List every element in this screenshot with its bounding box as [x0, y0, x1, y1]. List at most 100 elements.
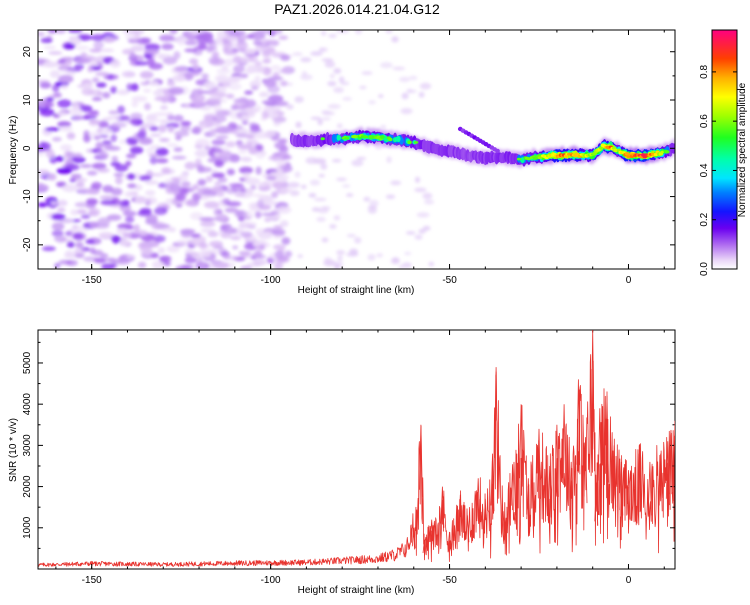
noise-blob — [139, 137, 153, 145]
noise-blob — [61, 184, 78, 193]
noise-blob — [212, 115, 227, 123]
noise-blob — [278, 35, 289, 40]
snr-data-point — [626, 470, 631, 520]
snr-data-point — [476, 478, 481, 524]
noise-blob — [85, 239, 95, 244]
snr-data-point — [458, 494, 463, 532]
noise-blob — [234, 210, 248, 218]
noise-blob — [278, 138, 288, 143]
colorbar-tick-label: 0.0 — [699, 262, 710, 276]
ridge-cell — [368, 135, 374, 139]
noise-blob — [215, 110, 230, 117]
noise-blob — [336, 250, 346, 255]
noise-blob — [240, 231, 253, 238]
noise-blob — [336, 177, 347, 182]
snr-y-axis-label: SNR (10 * v/v) — [8, 418, 19, 482]
noise-blob — [71, 224, 78, 231]
noise-blob — [228, 75, 244, 81]
noise-blob — [54, 30, 67, 34]
noise-blob — [211, 139, 226, 146]
noise-blob — [267, 84, 280, 94]
noise-blob — [238, 216, 251, 220]
snr-data-point — [512, 461, 516, 516]
spectrogram-y-tick-label: 0 — [22, 145, 33, 151]
noise-blob — [139, 175, 152, 181]
spectrogram-y-axis-label: Frequency (Hz) — [8, 116, 19, 185]
noise-blob — [214, 181, 222, 187]
noise-blob — [249, 54, 258, 63]
noise-blob — [333, 68, 342, 74]
noise-blob — [75, 45, 90, 51]
noise-blob — [207, 97, 223, 103]
ridge-cell — [336, 134, 341, 141]
noise-blob — [253, 40, 263, 46]
noise-blob — [64, 43, 75, 50]
noise-blob — [311, 207, 321, 212]
noise-blob — [126, 83, 133, 92]
noise-blob — [346, 234, 356, 238]
noise-blob — [199, 123, 207, 128]
snr-data-point — [547, 465, 552, 518]
noise-blob — [203, 201, 220, 209]
noise-blob — [391, 36, 399, 43]
snr-data-point — [429, 519, 434, 545]
noise-blob — [224, 58, 234, 67]
noise-blob — [346, 193, 354, 197]
noise-blob — [278, 68, 290, 74]
noise-blob — [58, 259, 73, 265]
noise-blob — [390, 180, 402, 186]
noise-blob — [175, 193, 186, 202]
noise-blob — [184, 248, 194, 254]
noise-blob — [414, 234, 423, 240]
noise-blob — [70, 36, 82, 45]
noise-blob — [194, 149, 208, 158]
noise-blob — [274, 142, 285, 149]
noise-blob — [74, 252, 85, 259]
noise-blob — [159, 34, 175, 42]
noise-blob — [268, 76, 284, 81]
noise-blob — [297, 254, 303, 258]
noise-blob — [154, 207, 168, 215]
noise-blob — [239, 166, 253, 174]
noise-blob — [241, 156, 253, 163]
noise-blob — [257, 183, 267, 187]
noise-blob — [267, 94, 284, 103]
ridge-cell — [388, 137, 393, 142]
noise-blob — [157, 247, 165, 254]
spectrogram-x-tick-label: -50 — [442, 275, 457, 286]
noise-blob — [174, 66, 187, 72]
ridge-cell — [665, 150, 670, 154]
noise-blob — [148, 62, 163, 70]
noise-blob — [164, 178, 172, 187]
noise-blob — [98, 231, 113, 238]
spectrogram-field — [38, 30, 675, 269]
noise-blob — [368, 100, 376, 105]
noise-blob — [400, 108, 413, 115]
noise-blob — [143, 88, 152, 93]
noise-blob — [286, 104, 294, 110]
noise-blob — [158, 124, 167, 133]
noise-blob — [110, 235, 122, 243]
noise-blob — [171, 155, 187, 160]
noise-blob — [48, 51, 63, 55]
noise-blob — [97, 168, 110, 173]
noise-blob — [51, 230, 64, 237]
noise-blob — [266, 175, 277, 181]
noise-blob — [123, 210, 137, 217]
snr-data-point — [555, 424, 559, 497]
spectrogram-y-tick-label: 10 — [22, 94, 33, 106]
snr-data-point — [597, 408, 602, 489]
noise-blob — [321, 117, 331, 121]
noise-blob — [294, 171, 301, 178]
noise-blob — [249, 125, 261, 133]
spectrogram-y-tick-label: -10 — [22, 189, 33, 204]
noise-blob — [140, 81, 149, 86]
noise-blob — [249, 32, 266, 40]
noise-blob — [160, 105, 168, 110]
noise-blob — [95, 71, 110, 76]
noise-blob — [225, 141, 236, 148]
noise-blob — [402, 262, 412, 269]
noise-blob — [80, 52, 88, 57]
noise-blob — [281, 237, 291, 245]
